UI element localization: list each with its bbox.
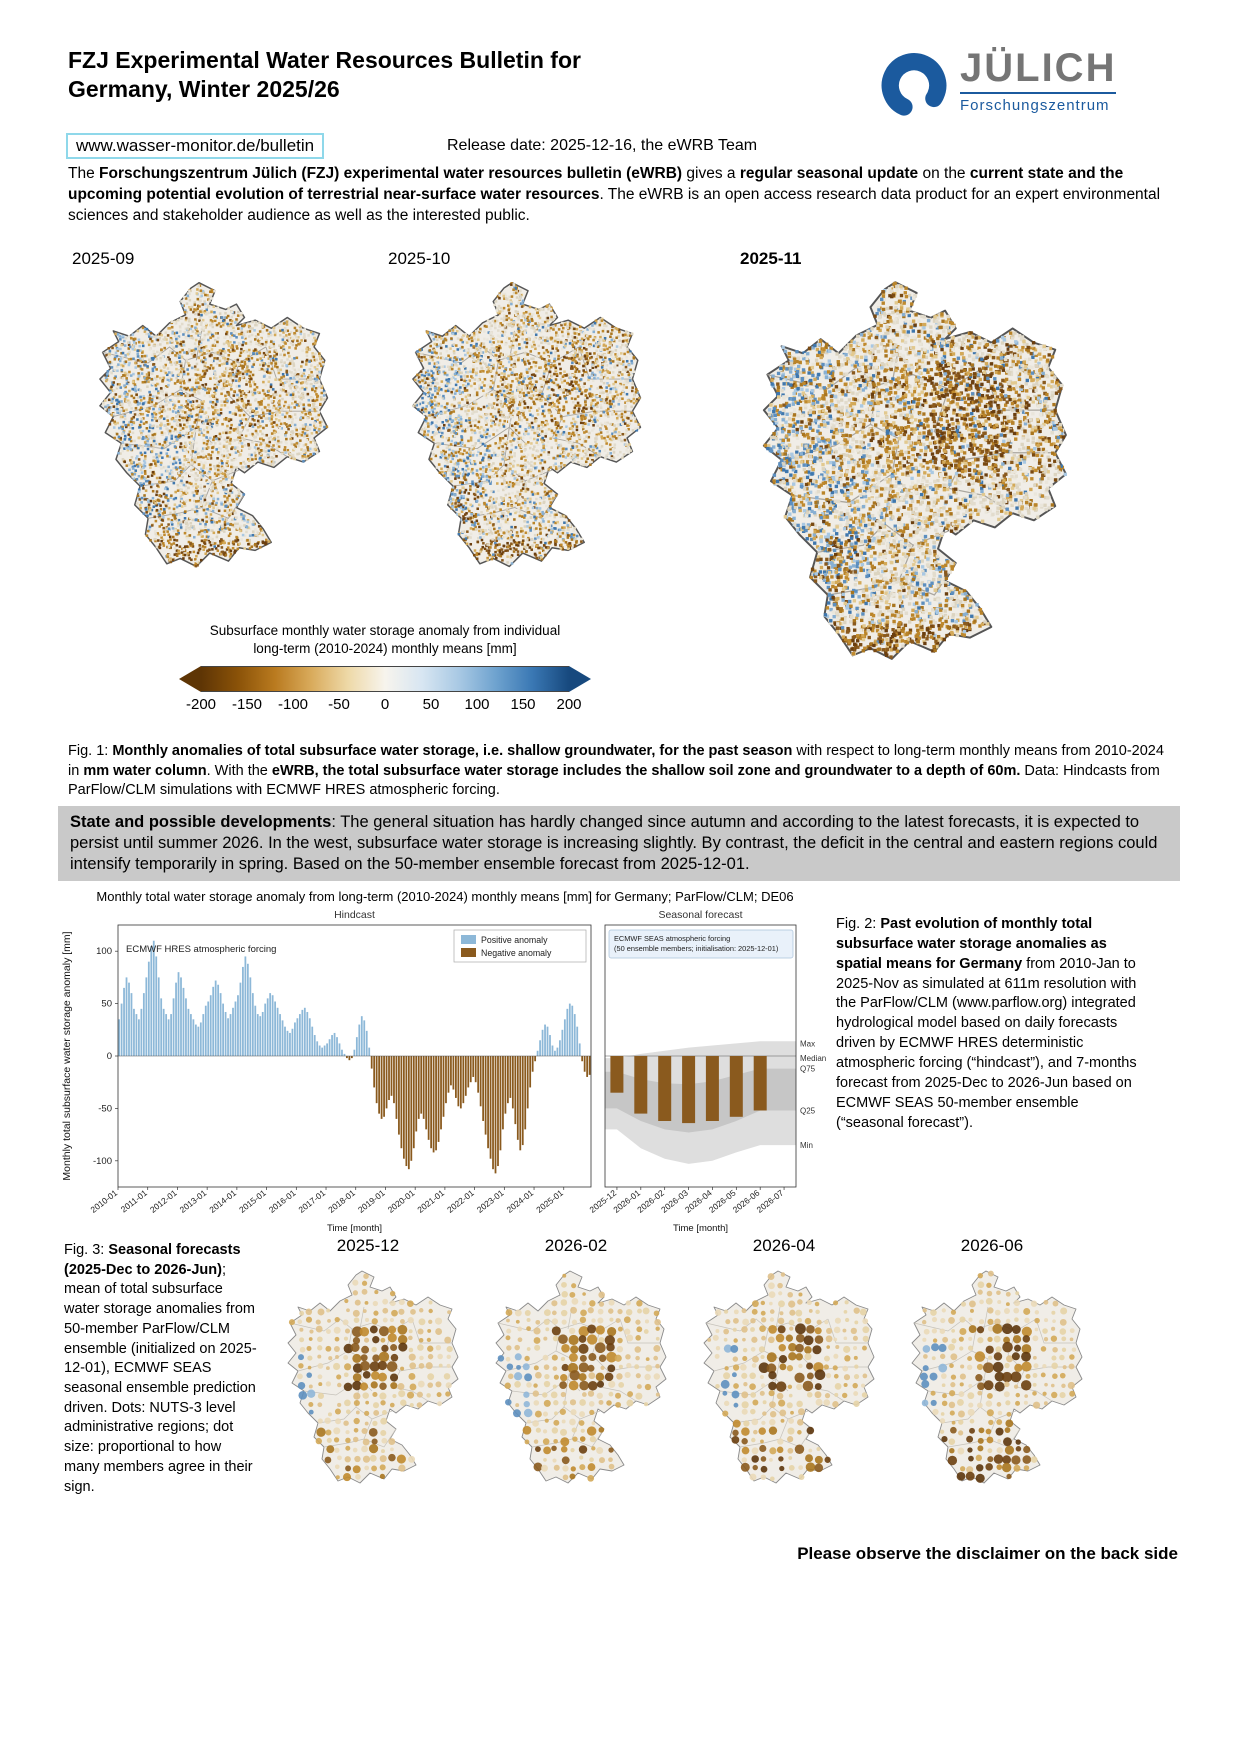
intro-seg-bold: regular seasonal update	[739, 165, 919, 182]
intro-seg-bold: Forschungszentrum Jülich (FZJ) experimen…	[99, 165, 683, 182]
map-label-2025-09: 2025-09	[72, 249, 135, 268]
julich-logo: JÜLICH Forschungszentrum	[878, 48, 1178, 120]
fig1-seg: with respect to long-term monthly means …	[68, 743, 1164, 779]
statebox-heading: State and possible developments	[70, 813, 332, 831]
colorbar-ticks: -200 -150 -100 -50 0 50 100 150 200	[186, 695, 582, 716]
colorbar	[150, 665, 620, 692]
colorbar-arrow-right	[569, 665, 591, 692]
fig1-seg-bold: eWRB, the total subsurface water storage…	[271, 762, 1021, 779]
colorbar-gradient	[201, 665, 569, 692]
disclaimer-note: Please observe the disclaimer on the bac…	[797, 1544, 1178, 1563]
colorbar-tick: 100	[464, 695, 490, 713]
intro-paragraph: The Forschungszentrum Jülich (FZJ) exper…	[68, 164, 1176, 226]
fig2-seg: Fig. 2:	[836, 916, 881, 932]
forecast-dot-map-2026-02	[495, 1270, 667, 1484]
fig3-seg: Fig. 3:	[64, 1242, 109, 1258]
germany-anomaly-map-2025-10	[412, 281, 642, 568]
colorbar-tick: -100	[277, 695, 309, 713]
forecast-map-label-2026-04: 2026-04	[752, 1236, 816, 1255]
fig2-seg: from 2010-Jan to 2025-Nov as simulated a…	[836, 955, 1137, 1131]
colorbar-tick: -150	[231, 695, 263, 713]
fig2-caption: Fig. 2: Past evolution of monthly total …	[836, 915, 1146, 1133]
release-date: Release date: 2025-12-16, the eWRB Team	[447, 137, 758, 154]
colorbar-tick: 50	[422, 695, 440, 713]
intro-seg-bold: current state and the upcoming potential…	[68, 165, 1124, 203]
map-label-2025-11: 2025-11	[740, 249, 802, 268]
fig3-seg-bold: Seasonal forecasts (2025-Dec to 2026-Jun…	[64, 1242, 241, 1278]
colorbar-arrow-left	[179, 665, 201, 692]
fig3-seg: ; mean of total subsurface water storage…	[64, 1261, 257, 1495]
julich-logo-icon	[881, 53, 947, 118]
colorbar-legend: Subsurface monthly water storage anomaly…	[150, 622, 620, 716]
page-title-line2: Germany, Winter 2025/26	[68, 76, 340, 103]
intro-seg: . The eWRB is an open access research da…	[68, 185, 1161, 224]
julich-logo-subtext: Forschungszentrum	[960, 97, 1110, 114]
fig1-seg: . With the	[206, 762, 272, 779]
forecast-map-label-2026-06: 2026-06	[960, 1236, 1024, 1255]
forecast-map-label-2025-12: 2025-12	[336, 1236, 400, 1255]
fig1-caption: Fig. 1: Monthly anomalies of total subsu…	[68, 742, 1176, 801]
intro-seg: gives a	[682, 165, 740, 182]
julich-logo-textblock: JÜLICH Forschungszentrum	[960, 46, 1117, 114]
colorbar-tick: 0	[380, 695, 390, 713]
colorbar-tick: -200	[185, 695, 217, 713]
map-label-2025-10: 2025-10	[388, 249, 451, 268]
fig1-seg-bold: mm water column	[83, 762, 207, 779]
colorbar-tick: -50	[328, 695, 350, 713]
fig1-seg: Fig. 1:	[68, 743, 113, 759]
intro-seg: on the	[918, 165, 970, 182]
chart-title: Monthly total water storage anomaly from…	[96, 889, 794, 904]
colorbar-title-line1: Subsurface monthly water storage anomaly…	[209, 623, 561, 638]
fig1-seg: Data: Hindcasts from ParFlow/CLM simulat…	[68, 762, 1160, 799]
julich-logo-text: JÜLICH	[960, 46, 1117, 90]
fig3-caption: Fig. 3: Seasonal forecasts (2025-Dec to …	[64, 1241, 258, 1497]
fig1-seg-bold: Monthly anomalies of total subsurface wa…	[112, 743, 793, 759]
forecast-dot-map-2025-12	[287, 1270, 459, 1484]
colorbar-tick: 150	[510, 695, 536, 713]
state-and-developments-box: State and possible developments: The gen…	[58, 806, 1180, 882]
colorbar-title-line2: long-term (2010-2024) monthly means [mm]	[253, 640, 517, 656]
forecast-dot-map-2026-06	[911, 1270, 1083, 1484]
forecast-dot-map-2026-04	[703, 1270, 875, 1484]
bulletin-link[interactable]: www.wasser-monitor.de/bulletin	[66, 133, 325, 159]
intro-seg: The	[68, 165, 100, 182]
page-title: FZJ Experimental Water Resources Bulleti…	[68, 46, 708, 105]
fig2-seg-bold: Past evolution of monthly total subsurfa…	[836, 916, 1107, 972]
germany-anomaly-map-2025-09	[99, 281, 329, 568]
colorbar-tick: 200	[556, 695, 582, 713]
julich-logo-rule	[960, 92, 1117, 94]
statebox-text: : The general situation has hardly chang…	[70, 813, 1158, 874]
germany-anomaly-map-2025-11	[762, 281, 1068, 660]
page-title-line1: FZJ Experimental Water Resources Bulleti…	[68, 47, 581, 73]
anomaly-timeseries-chart: Hindcast Seasonal forecast100500-50-100Mo…	[61, 909, 826, 1234]
forecast-map-label-2026-02: 2026-02	[544, 1236, 608, 1255]
